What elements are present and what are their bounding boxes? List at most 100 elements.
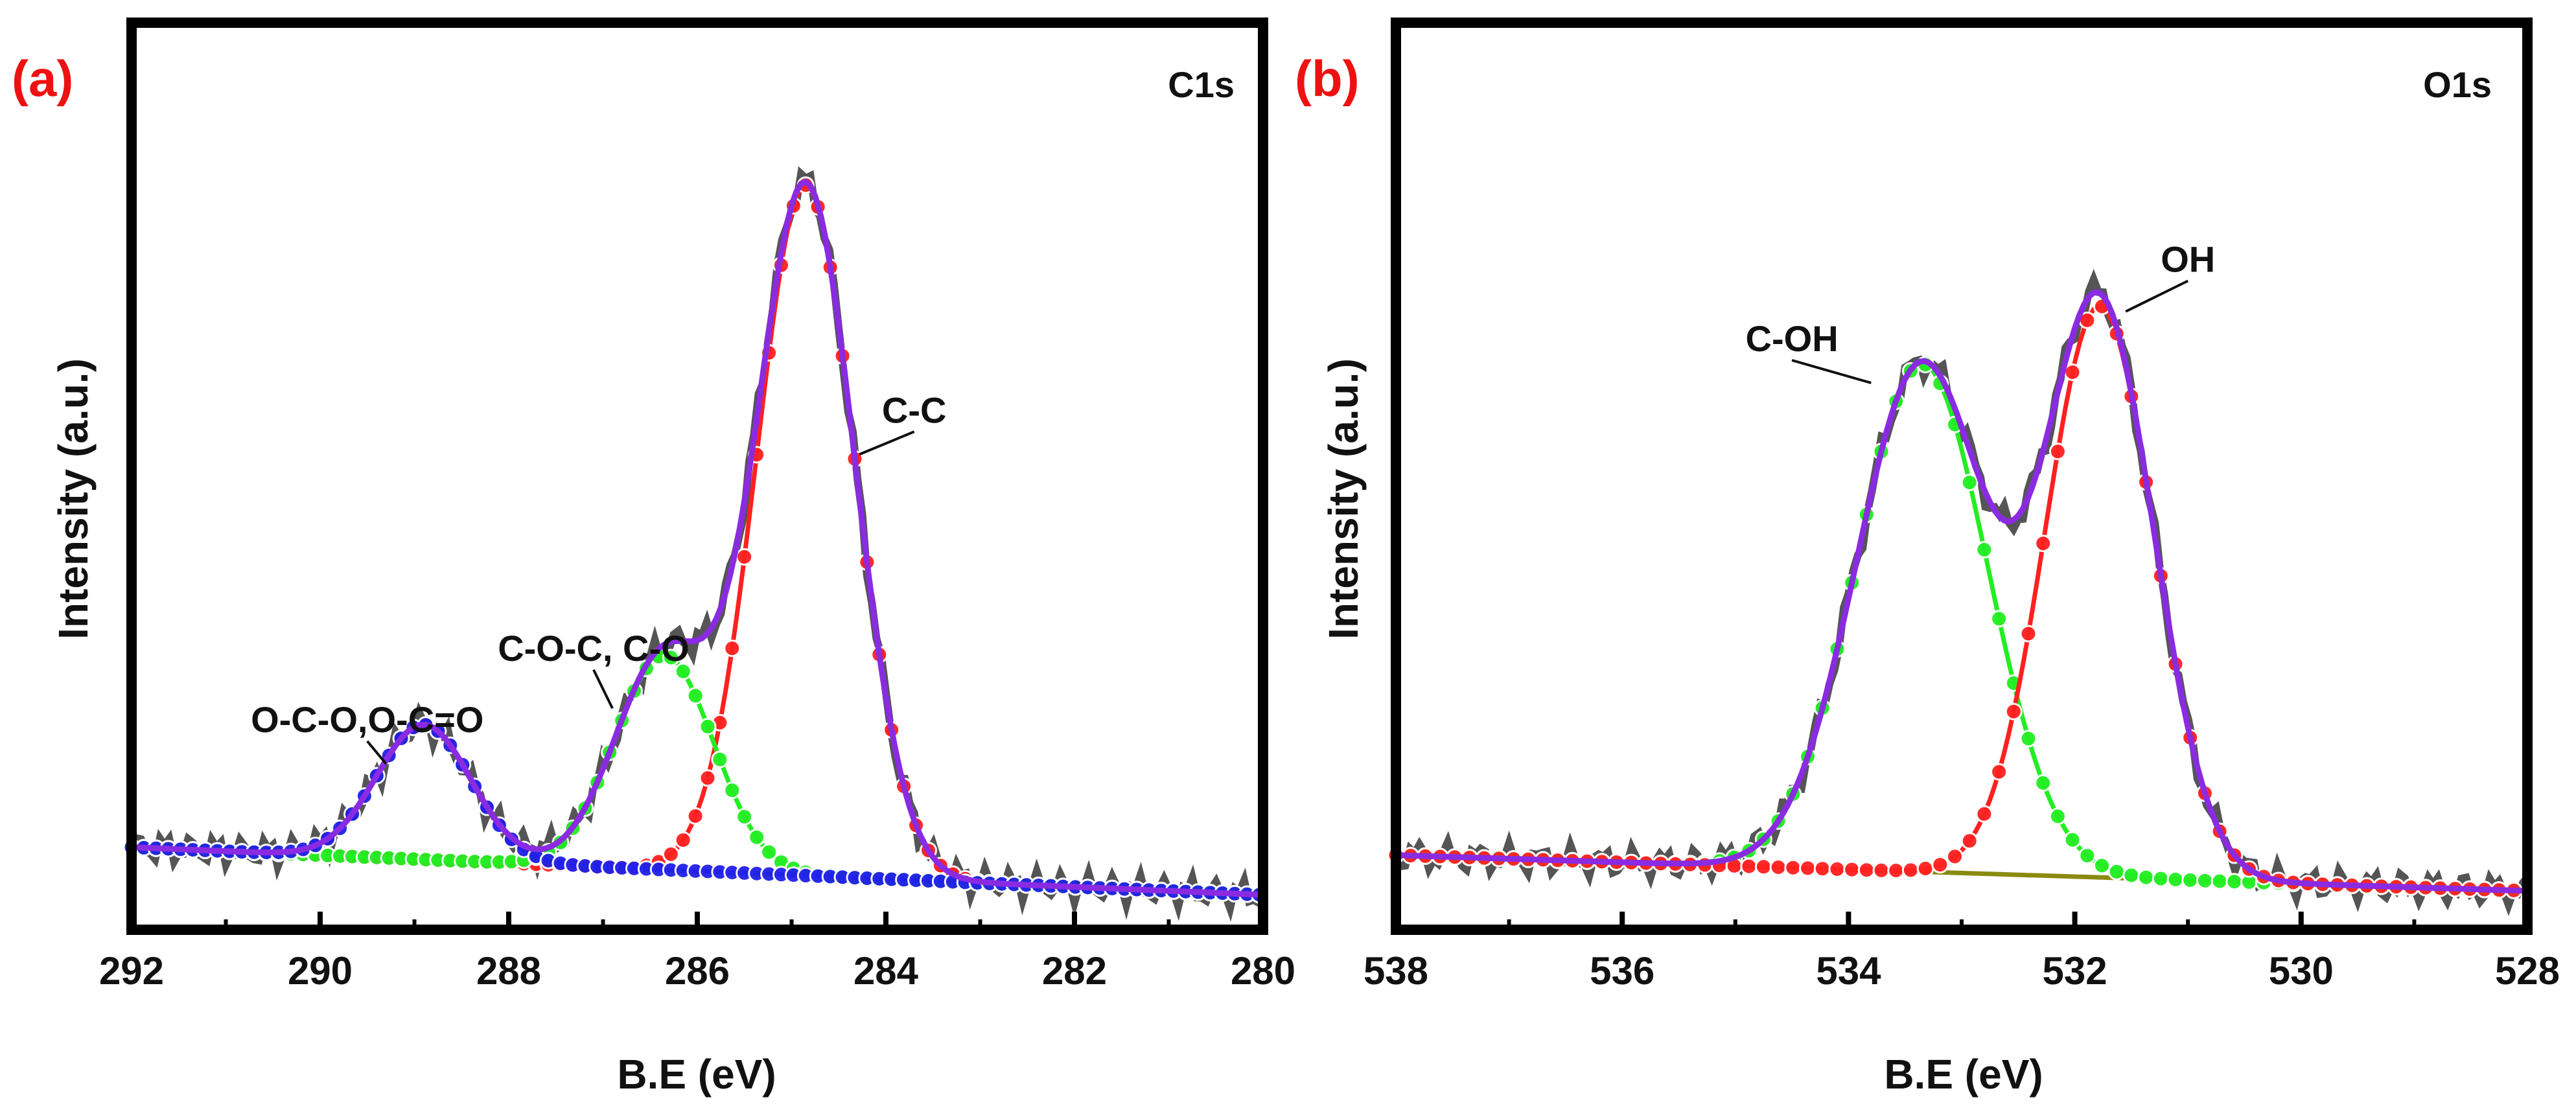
peak-marker [1828,860,1846,878]
peak-marker [2107,862,2126,881]
peak-marker [2063,831,2082,849]
x-tick-label: 532 [2043,949,2107,993]
peak-marker [2122,866,2141,884]
peak-marker [711,750,729,768]
peak-marker [2004,702,2023,720]
peak-marker [1754,858,1772,876]
peak-marker [2034,774,2052,792]
peak-marker [1740,857,1758,875]
x-tick-label: 538 [1363,949,1428,993]
peak-marker [1960,832,1978,850]
peak-marker [1872,861,1890,879]
peak-marker [2048,807,2067,825]
peak-marker [1784,858,1802,877]
peak-marker [1916,860,1934,877]
peak-marker [1946,847,1964,866]
peak-marker [1769,858,1787,876]
peak-marker [2137,868,2155,886]
peak-marker [1931,856,1949,874]
peak-marker [748,828,766,846]
panel-b-annotations: C-OH OH [1746,239,2215,384]
panel-a-xlabel: B.E (eV) [617,1051,776,1098]
peak-marker [1990,763,2008,781]
peak-marker [2152,869,2170,888]
panel-b-plot-area [1387,268,2531,917]
peak-marker [1975,540,1993,558]
peak-marker [1887,862,1905,879]
annotation-label: C-O-C, C-O [498,628,690,669]
panel-a-annotations: C-C C-O-C, C-O O-C-O,O-C=O [251,389,947,765]
peak-marker [686,687,704,705]
annotation-arrow [1791,359,1872,384]
annotation-label: OH [2161,239,2215,280]
annotation-label: C-C [882,389,947,430]
peak-marker [674,662,692,680]
panel-b-ylabel: Intensity (a.u.) [1320,358,1367,639]
annotation-arrow [2125,279,2189,313]
peak-marker [686,807,704,825]
peak-marker [1843,860,1861,879]
panel-b: (b) Intensity (a.u.) B.E (eV) O1s 538 536… [1295,17,2560,1098]
peak-marker [723,639,741,658]
x-tick-label: 282 [1042,949,1107,993]
panel-b-x-axis: 538 536 534 532 530 528 [1363,912,2560,993]
peak-marker [723,781,741,800]
peak-line-1 [1395,303,2528,893]
panel-a-frame [126,17,1268,935]
peak-marker [2019,625,2037,643]
peak-marker [1960,474,1978,492]
panel-b-xlabel: B.E (eV) [1884,1051,2043,1098]
peak-marker [2210,872,2229,890]
panel-b-label: (b) [1295,50,1360,107]
envelope-line [131,178,1264,898]
x-tick-label: 290 [288,949,353,993]
panel-a: (a) Intensity (a.u.) B.E (eV) C1s 292 290… [12,17,1295,1098]
panel-a-plot-area [122,166,1268,922]
envelope-line [1395,289,2528,894]
panel-b-title: O1s [2423,64,2492,105]
peak-marker [760,843,778,861]
peak-marker [2093,857,2111,875]
x-tick-label: 536 [1590,949,1654,993]
peak-marker [2019,730,2037,748]
peak-line-0 [1395,362,2528,893]
peak-marker [2034,535,2052,553]
x-tick-label: 284 [853,949,919,993]
peak-marker [736,808,754,825]
peak-marker [2078,847,2096,865]
peak-marker [1975,805,1993,823]
peak-marker [2225,873,2244,891]
annotation-arrow [592,669,614,709]
peak-marker [699,717,717,735]
peak-marker [2166,870,2185,888]
annotation-arrow [859,430,915,456]
x-tick-label: 528 [2495,949,2560,993]
peak-marker [2181,871,2199,889]
panel-a-title: C1s [1168,64,1235,105]
x-tick-label: 534 [1816,949,1881,993]
raw-data-line [128,166,1267,922]
peak-marker [1901,861,1920,879]
peak-marker [1813,860,1831,878]
x-tick-label: 530 [2269,949,2334,993]
peak-marker [699,769,717,787]
panel-a-ylabel: Intensity (a.u.) [50,358,97,639]
x-tick-label: 288 [476,949,541,993]
peak-marker [674,831,692,849]
peak-marker [2063,363,2082,381]
x-tick-label: 286 [665,949,730,993]
peak-marker [2048,443,2067,461]
x-tick-label: 280 [1231,949,1295,993]
panel-b-frame [1391,17,2533,935]
annotation-label: C-OH [1746,318,1839,359]
panel-a-label: (a) [12,50,73,107]
raw-data-line [1392,268,2531,917]
peak-marker [2196,871,2214,890]
annotation-label: O-C-O,O-C=O [251,699,483,740]
peak-marker [736,548,754,566]
peak-marker [662,649,680,667]
peak-marker [1990,610,2008,628]
panel-a-x-axis: 292 290 288 286 284 282 280 [99,912,1295,993]
x-tick-label: 292 [99,949,164,993]
peak-line-0 [131,182,1264,897]
